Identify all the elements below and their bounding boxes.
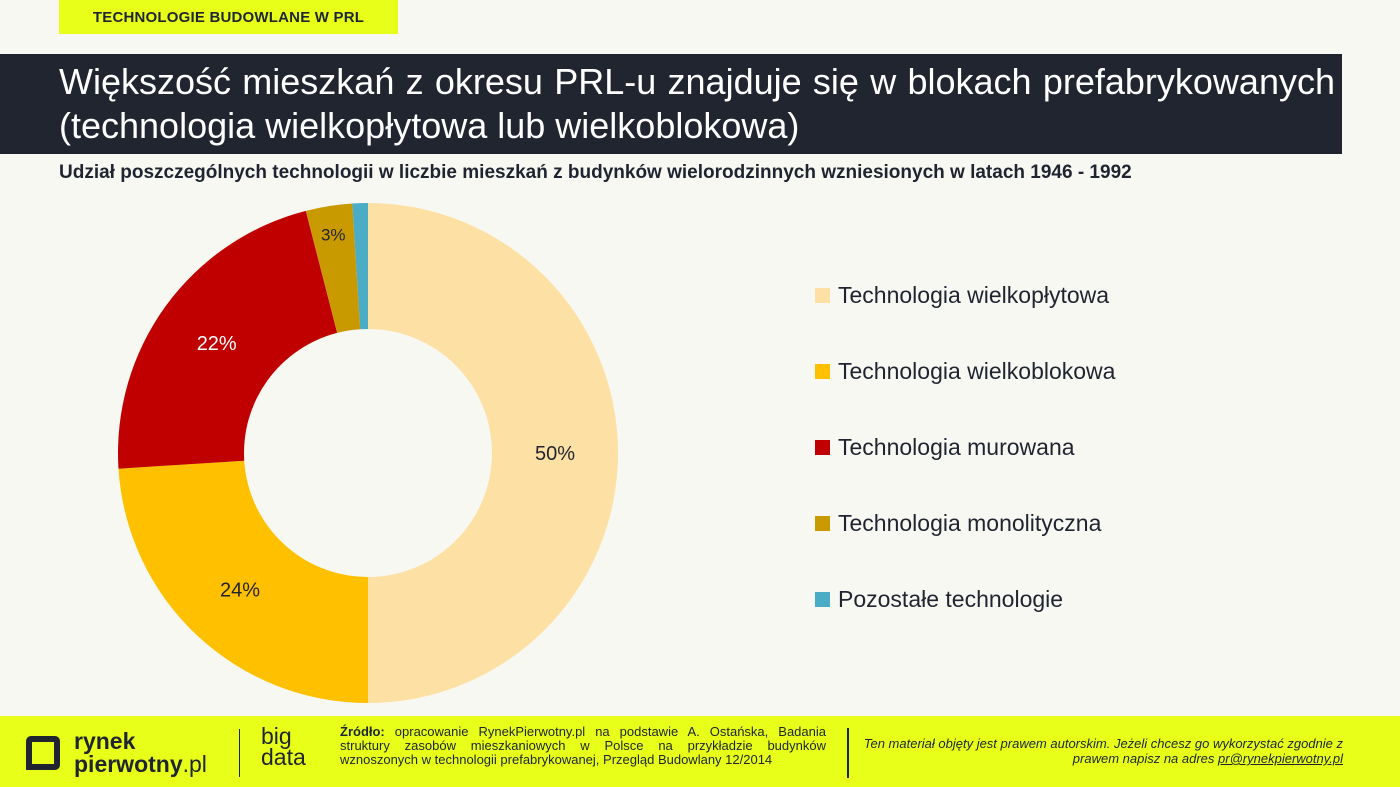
slice-5 [352,203,368,330]
page-title: Większość mieszkań z okresu PRL-u znajdu… [59,61,1335,146]
slice-3 [117,210,338,469]
footer-divider [239,729,240,777]
legend-swatch-3 [815,440,830,455]
legend-item-3: Technologia murowana [815,434,1115,510]
footer-divider-2 [847,728,849,778]
legend-item-1: Technologia wielkopłytowa [815,282,1115,358]
logo-line-2: pierwotny [74,751,183,777]
slice-2 [118,460,368,703]
logo-text: rynek pierwotny.pl [74,730,207,776]
bigdata-line-1: big [261,723,292,749]
logo-line-1: rynek [74,728,136,754]
slice-1 [368,203,618,703]
copyright-email-link[interactable]: pr@rynekpierwotny.pl [1218,751,1343,766]
bigdata-line-2: data [261,744,306,770]
legend-item-5: Pozostałe technologie [815,586,1115,662]
slice-label-4: 3% [321,226,346,245]
slice-label-3: 22% [197,333,237,355]
source-label: Źródło: [340,724,385,739]
copyright-note: Ten materiał objęty jest prawem autorski… [860,736,1343,766]
legend-swatch-4 [815,516,830,531]
legend-swatch-2 [815,364,830,379]
section-tag: TECHNOLOGIE BUDOWLANE W PRL [59,0,398,34]
footer: rynek pierwotny.pl big data Źródło: opra… [0,716,1400,787]
source-note: Źródło: opracowanie RynekPierwotny.pl na… [340,725,826,767]
copyright-text: Ten materiał objęty jest prawem autorski… [863,736,1343,766]
source-text: opracowanie RynekPierwotny.pl na podstaw… [340,724,826,767]
legend-label-2: Technologia wielkoblokowa [838,358,1116,384]
legend-label-1: Technologia wielkopłytowa [838,282,1110,308]
logo-suffix: .pl [182,751,207,777]
chart-legend: Technologia wielkopłytowa Technologia wie… [815,282,1115,662]
legend-label-5: Pozostałe technologie [838,586,1064,612]
legend-label-4: Technologia monolityczna [838,510,1102,536]
legend-swatch-1 [815,288,830,303]
donut-chart: 50% 24% 22% 3% [117,203,618,703]
chart-subtitle: Udział poszczególnych technologii w licz… [59,162,1132,183]
legend-label-3: Technologia murowana [838,434,1075,460]
slice-label-1: 50% [535,443,575,465]
title-bar: Większość mieszkań z okresu PRL-u znajdu… [0,54,1342,154]
legend-swatch-5 [815,592,830,607]
legend-item-2: Technologia wielkoblokowa [815,358,1115,434]
slice-4 [305,203,361,333]
slice-label-2: 24% [220,579,260,601]
bigdata-logo: big data [261,723,306,770]
legend-item-4: Technologia monolityczna [815,510,1115,586]
logo-mark-icon [26,736,60,770]
